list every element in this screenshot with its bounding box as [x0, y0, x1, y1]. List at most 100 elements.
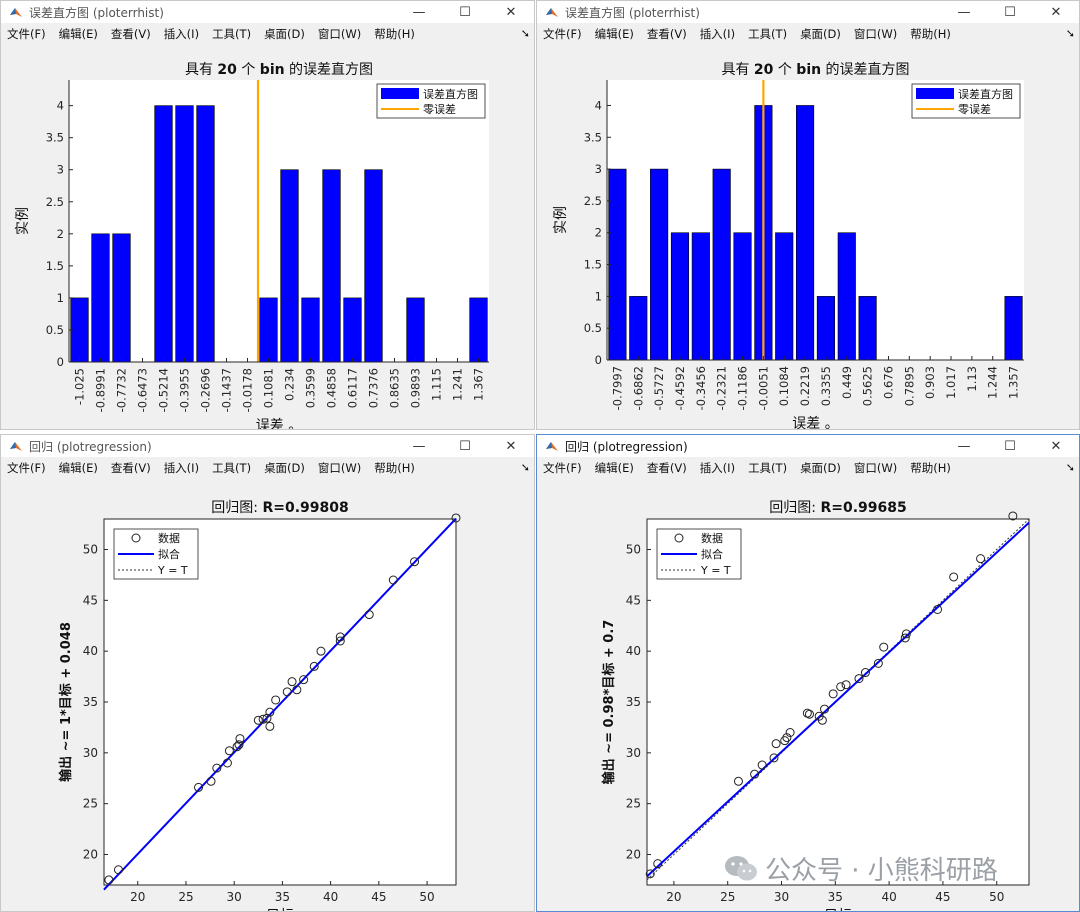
legend-label-identity: Y = T — [157, 564, 188, 577]
menu-file[interactable]: 文件(F) — [7, 27, 46, 41]
data-point — [194, 782, 204, 792]
y-axis-label: 输出 ~= 1*目标 + 0.048 — [58, 622, 74, 782]
menu-view[interactable]: 查看(V) — [646, 27, 687, 41]
x-tick-label: 20 — [130, 890, 145, 904]
x-tick-label: -0.0178 — [241, 368, 255, 412]
data-point — [335, 636, 345, 646]
watermark-text: 公众号 · 小熊科研路 — [765, 856, 998, 886]
plot-background — [646, 518, 1030, 886]
menu-help[interactable]: 帮助(H) — [374, 27, 415, 41]
title-bar[interactable]: 误差直方图 (ploterrhist) — ☐ ✕ — [537, 1, 1079, 23]
window-title: 回归 (plotregression) — [29, 439, 152, 454]
error-histogram-chart: 0 0.5 1 1.5 2 2.5 3 3.5 4 -1.025 -0.8991 -0.7732 -0.… — [15, 61, 489, 429]
close-icon[interactable]: ✕ — [1050, 438, 1062, 454]
menu-tools[interactable]: 工具(T) — [748, 461, 788, 475]
y-tick-label: 25 — [626, 797, 641, 811]
x-tick-label: -0.7732 — [115, 368, 129, 412]
menu-desktop[interactable]: 桌面(D) — [800, 461, 841, 475]
menu-view[interactable]: 查看(V) — [110, 461, 151, 475]
dock-arrow-icon[interactable]: ➘ — [520, 461, 530, 474]
data-point — [212, 763, 222, 773]
data-point — [287, 677, 297, 687]
data-point — [253, 715, 263, 725]
minimize-icon[interactable]: — — [412, 438, 426, 454]
data-point — [854, 674, 864, 684]
minimize-icon[interactable]: — — [957, 4, 971, 20]
histogram-bar — [733, 232, 752, 361]
x-tick-label: 0.2219 — [798, 366, 812, 406]
close-icon[interactable]: ✕ — [1050, 4, 1062, 20]
watermark: 公众号 · 小熊科研路 — [723, 850, 998, 887]
menu-window[interactable]: 窗口(W) — [853, 27, 898, 41]
menu-help[interactable]: 帮助(H) — [374, 461, 415, 475]
y-tick-label: 1 — [595, 289, 602, 303]
plot-area: 0 0.5 1 1.5 2 2.5 3 3.5 4 -1.025 -0.8991 -0.7732 -0.… — [1, 45, 534, 429]
x-tick-label: 0.7376 — [367, 368, 381, 408]
maximize-icon[interactable]: ☐ — [1004, 4, 1016, 20]
menu-insert[interactable]: 插入(I) — [699, 27, 736, 41]
menu-tools[interactable]: 工具(T) — [212, 461, 252, 475]
title-bar[interactable]: 误差直方图 (ploterrhist) — ☐ ✕ — [1, 1, 534, 23]
chart-title: 具有 20 个 bin 的误差直方图 — [185, 61, 373, 78]
menu-edit[interactable]: 编辑(E) — [58, 27, 98, 41]
x-tick-label: 1.115 — [430, 368, 444, 401]
menu-desktop[interactable]: 桌面(D) — [264, 27, 305, 41]
data-point — [782, 733, 792, 743]
data-point — [873, 658, 883, 668]
data-point — [258, 714, 268, 724]
menu-edit[interactable]: 编辑(E) — [594, 27, 634, 41]
histogram-bar — [775, 232, 794, 361]
close-icon[interactable]: ✕ — [505, 438, 517, 454]
x-tick-label: 20 — [666, 890, 681, 904]
data-point — [769, 753, 779, 763]
menu-help[interactable]: 帮助(H) — [910, 27, 951, 41]
minimize-icon[interactable]: — — [412, 4, 426, 20]
data-point — [235, 734, 245, 744]
chart-title: 回归图: R=0.99808 — [211, 499, 348, 516]
maximize-icon[interactable]: ☐ — [459, 438, 471, 454]
dock-arrow-icon[interactable]: ➘ — [1065, 27, 1075, 40]
data-point — [933, 604, 943, 614]
menu-window[interactable]: 窗口(W) — [317, 461, 362, 475]
y-tick-label: 0.5 — [584, 321, 602, 335]
menu-insert[interactable]: 插入(I) — [699, 461, 736, 475]
menu-edit[interactable]: 编辑(E) — [58, 461, 98, 475]
dock-arrow-icon[interactable]: ➘ — [520, 27, 530, 40]
matlab-logo-icon — [546, 442, 558, 451]
minimize-icon[interactable]: — — [957, 438, 971, 454]
menu-file[interactable]: 文件(F) — [543, 27, 582, 41]
title-bar[interactable]: 回归 (plotregression) — ☐ ✕ — [1, 435, 534, 457]
x-tick-label: 1.367 — [472, 368, 486, 401]
menu-tools[interactable]: 工具(T) — [748, 27, 788, 41]
menu-file[interactable]: 文件(F) — [7, 461, 46, 475]
menu-view[interactable]: 查看(V) — [110, 27, 151, 41]
regression-window-1: 回归 (plotregression) — ☐ ✕ 文件(F) 编辑(E) 查看… — [0, 434, 535, 912]
title-bar[interactable]: 回归 (plotregression) — ☐ ✕ — [537, 435, 1079, 457]
maximize-icon[interactable]: ☐ — [1004, 438, 1016, 454]
data-point — [757, 760, 767, 770]
matlab-logo-icon — [10, 442, 22, 451]
dock-arrow-icon[interactable]: ➘ — [1065, 461, 1075, 474]
menu-desktop[interactable]: 桌面(D) — [800, 27, 841, 41]
menu-tools[interactable]: 工具(T) — [212, 27, 252, 41]
y-tick-label: 30 — [626, 746, 641, 760]
menu-desktop[interactable]: 桌面(D) — [264, 461, 305, 475]
menu-file[interactable]: 文件(F) — [543, 461, 582, 475]
menu-window[interactable]: 窗口(W) — [317, 27, 362, 41]
menu-insert[interactable]: 插入(I) — [163, 461, 200, 475]
close-icon[interactable]: ✕ — [505, 4, 517, 20]
x-tick-label: 30 — [227, 890, 242, 904]
menu-window[interactable]: 窗口(W) — [853, 461, 898, 475]
y-tick-label: 40 — [626, 644, 641, 658]
x-tick-label: -0.5214 — [157, 368, 171, 412]
menu-help[interactable]: 帮助(H) — [910, 461, 951, 475]
histogram-bar — [796, 105, 815, 361]
chart-title: 回归图: R=0.99685 — [769, 499, 906, 516]
data-point — [879, 642, 889, 652]
menu-insert[interactable]: 插入(I) — [163, 27, 200, 41]
y-tick-label: 3.5 — [46, 131, 64, 145]
menu-view[interactable]: 查看(V) — [646, 461, 687, 475]
maximize-icon[interactable]: ☐ — [459, 4, 471, 20]
x-tick-label: 1.017 — [944, 366, 958, 399]
menu-edit[interactable]: 编辑(E) — [594, 461, 634, 475]
